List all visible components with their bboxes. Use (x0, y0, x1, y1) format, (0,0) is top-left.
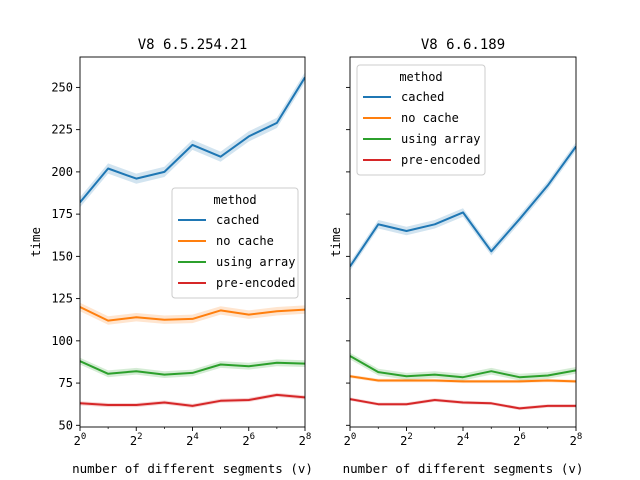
y-tick-label: 225 (51, 123, 73, 137)
series-line-no-cache (350, 375, 576, 383)
x-tick-label: 22 (130, 432, 143, 448)
x-tick-exponent: 8 (306, 432, 311, 442)
x-tick-base: 2 (299, 434, 306, 448)
series-line-pre-encoded (350, 398, 576, 410)
legend-item-label: no cache (216, 234, 274, 248)
series-line-using-array (350, 355, 576, 379)
x-tick-exponent: 0 (81, 432, 86, 442)
series-band-no-cache (80, 302, 305, 325)
series-line-no-cache (80, 306, 305, 322)
x-tick-label: 24 (457, 432, 470, 448)
x-tick-exponent: 6 (520, 432, 525, 442)
x-tick-base: 2 (570, 434, 577, 448)
legend-item-label: pre-encoded (401, 153, 480, 167)
x-tick-label: 22 (400, 432, 413, 448)
y-tick-label: 100 (51, 334, 73, 348)
legend-item-label: using array (401, 132, 480, 146)
x-tick-base: 2 (344, 434, 351, 448)
legend: method cached no cache using array pre-encod… (356, 64, 486, 176)
x-tick-base: 2 (74, 434, 81, 448)
legend-item-label: cached (216, 213, 259, 227)
x-tick-label: 26 (242, 432, 255, 448)
y-axis-label: time (328, 227, 343, 257)
series-line-pre-encoded (80, 393, 305, 407)
x-tick-exponent: 4 (464, 432, 469, 442)
y-tick-label: 50 (59, 418, 73, 432)
legend-box (171, 187, 299, 299)
x-tick-label: 28 (299, 432, 312, 448)
series-line-cached (350, 145, 576, 268)
y-tick-label: 250 (51, 80, 73, 94)
x-tick-exponent: 6 (250, 432, 255, 442)
x-axis-label: number of different segments (v) (72, 461, 313, 476)
x-tick-label: 20 (74, 432, 87, 448)
x-tick-base: 2 (130, 434, 137, 448)
legend-box (356, 64, 486, 176)
series-band-cached (80, 72, 305, 208)
legend-title: method (399, 70, 442, 84)
x-tick-label: 20 (344, 432, 357, 448)
x-tick-exponent: 8 (577, 432, 582, 442)
series-line-cached (80, 76, 305, 203)
chart-title: V8 6.5.254.21 (138, 37, 248, 53)
y-tick-label: 75 (59, 376, 73, 390)
chart-title: V8 6.6.189 (421, 37, 505, 53)
series-line-using-array (80, 360, 305, 376)
plot-area (80, 72, 305, 408)
y-tick-label: 150 (51, 249, 73, 263)
y-tick-label: 175 (51, 207, 73, 221)
series-band-using-array (350, 352, 576, 381)
x-tick-label: 26 (513, 432, 526, 448)
legend-item-label: cached (401, 90, 444, 104)
y-tick-label: 200 (51, 165, 73, 179)
x-tick-base: 2 (242, 434, 249, 448)
plot-area (350, 142, 576, 411)
x-tick-label: 24 (186, 432, 199, 448)
x-tick-base: 2 (457, 434, 464, 448)
x-tick-exponent: 4 (193, 432, 198, 442)
x-tick-base: 2 (186, 434, 193, 448)
x-tick-label: 28 (570, 432, 583, 448)
y-tick-label: 125 (51, 292, 73, 306)
x-axis-label: number of different segments (v) (343, 461, 584, 476)
x-tick-exponent: 2 (407, 432, 412, 442)
legend-item-label: using array (216, 255, 295, 269)
x-tick-base: 2 (400, 434, 407, 448)
x-tick-exponent: 2 (137, 432, 142, 442)
legend-title: method (213, 193, 256, 207)
x-tick-base: 2 (513, 434, 520, 448)
y-axis-label: time (28, 227, 43, 257)
legend: method cached no cache using array pre-encod… (171, 187, 299, 299)
legend-item-label: pre-encoded (216, 276, 295, 290)
series-band-pre-encoded (350, 397, 576, 411)
series-band-using-array (80, 357, 305, 378)
legend-item-label: no cache (401, 111, 459, 125)
x-tick-exponent: 0 (351, 432, 356, 442)
